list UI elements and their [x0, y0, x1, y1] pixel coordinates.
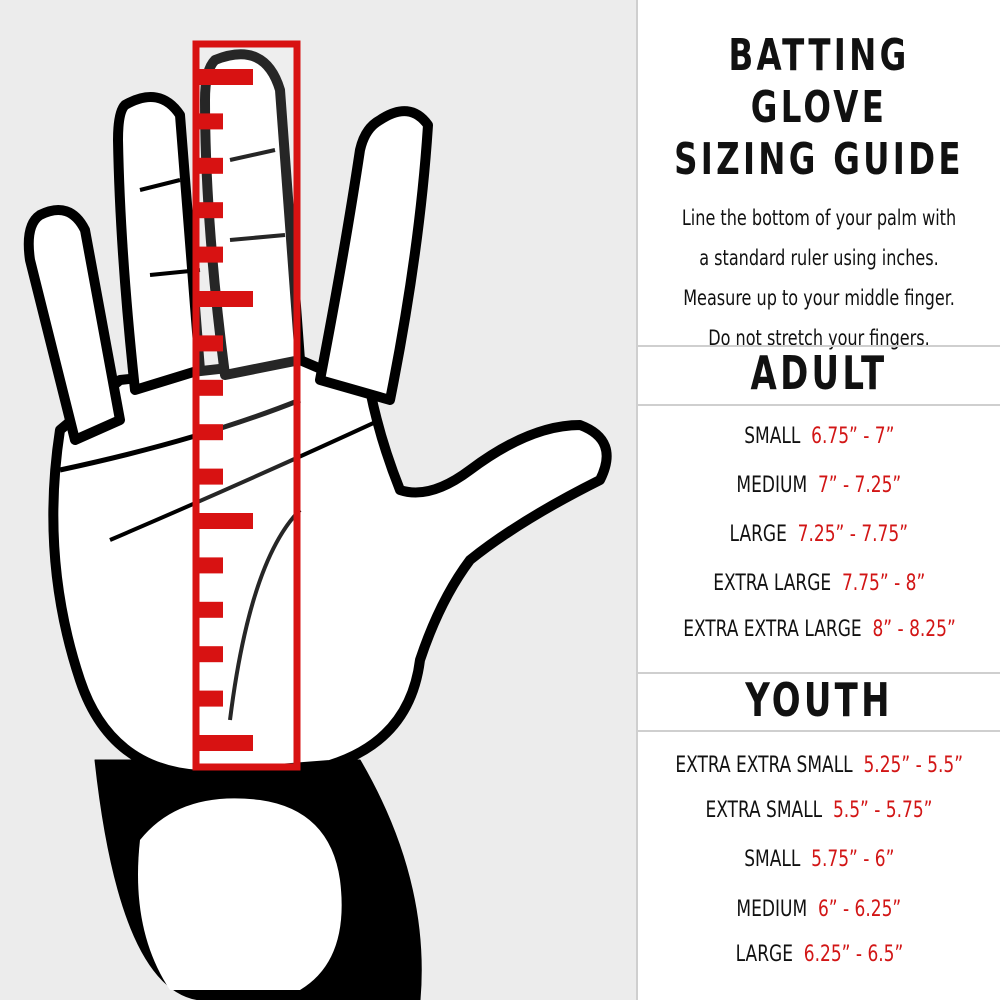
- divider: [638, 730, 1000, 732]
- divider: [638, 404, 1000, 406]
- adult-size-row: EXTRA EXTRA LARGE 8” - 8.25”: [638, 617, 1000, 642]
- size-label: LARGE: [729, 522, 788, 547]
- hand-with-ruler-illustration: [23, 40, 612, 1000]
- size-range: 7” - 7.25”: [818, 473, 902, 498]
- guide-title: BATTING GLOVE SIZING GUIDE: [671, 30, 968, 186]
- size-range: 7.75” - 8”: [841, 571, 926, 596]
- ruler-minor-tick: [199, 335, 223, 352]
- size-range: 7.25” - 7.75”: [797, 522, 909, 547]
- size-label: EXTRA EXTRA SMALL: [675, 753, 853, 778]
- ruler-minor-tick: [199, 646, 223, 663]
- ruler-minor-tick: [199, 690, 223, 707]
- ruler-minor-tick: [199, 424, 223, 441]
- sizing-guide-panel: BATTING GLOVE SIZING GUIDE Line the bott…: [636, 0, 1000, 1000]
- ruler-minor-tick: [199, 246, 223, 263]
- size-range: 5.25” - 5.5”: [863, 753, 963, 778]
- ruler-minor-tick: [199, 202, 223, 219]
- ruler-major-tick: [199, 69, 253, 85]
- instructions: Line the bottom of your palm with a stan…: [665, 198, 973, 358]
- youth-size-row: EXTRA SMALL 5.5” - 5.75”: [638, 798, 1000, 823]
- size-range: 8” - 8.25”: [871, 617, 956, 642]
- size-range: 6.25” - 6.5”: [803, 942, 903, 967]
- adult-size-row: MEDIUM 7” - 7.25”: [638, 473, 1000, 498]
- ruler-minor-tick: [199, 157, 223, 174]
- ruler-minor-tick: [199, 379, 223, 396]
- size-label: SMALL: [743, 847, 800, 872]
- adult-size-row: LARGE 7.25” - 7.75”: [638, 522, 1000, 547]
- size-label: SMALL: [743, 424, 800, 449]
- adult-heading: ADULT: [750, 346, 888, 400]
- divider: [638, 672, 1000, 674]
- ruler-major-tick: [199, 735, 253, 751]
- youth-size-row: SMALL 5.75” - 6”: [638, 847, 1000, 872]
- ruler-minor-tick: [199, 113, 223, 130]
- instruction-line: Measure up to your middle finger.: [683, 286, 955, 310]
- ruler-minor-tick: [199, 557, 223, 574]
- instruction-line: Line the bottom of your palm with: [681, 206, 957, 230]
- size-range: 6” - 6.25”: [818, 897, 902, 922]
- divider: [638, 345, 1000, 347]
- size-label: LARGE: [735, 942, 793, 967]
- youth-size-row: MEDIUM 6” - 6.25”: [638, 897, 1000, 922]
- size-label: MEDIUM: [736, 897, 808, 922]
- size-label: MEDIUM: [736, 473, 808, 498]
- ruler-minor-tick: [199, 468, 223, 485]
- palm: [48, 355, 612, 780]
- size-range: 5.75” - 6”: [810, 847, 895, 872]
- youth-size-row: LARGE 6.25” - 6.5”: [638, 942, 1000, 967]
- youth-heading: YOUTH: [745, 673, 893, 727]
- pinky-finger: [23, 205, 125, 445]
- size-label: EXTRA SMALL: [705, 798, 823, 823]
- size-range: 6.75” - 7”: [810, 424, 895, 449]
- adult-size-row: EXTRA LARGE 7.75” - 8”: [638, 571, 1000, 596]
- size-range: 5.5” - 5.75”: [832, 798, 933, 823]
- instruction-line: a standard ruler using inches.: [699, 246, 939, 270]
- ring-finger: [113, 92, 205, 395]
- youth-size-row: EXTRA EXTRA SMALL 5.25” - 5.5”: [638, 753, 1000, 778]
- size-label: EXTRA EXTRA LARGE: [682, 617, 862, 642]
- ruler: [192, 40, 301, 771]
- ruler-major-tick: [199, 513, 253, 529]
- title-line-1: BATTING GLOVE: [728, 30, 910, 133]
- ruler-minor-tick: [199, 601, 223, 618]
- index-finger: [315, 106, 433, 405]
- hand-icon: [23, 49, 612, 1000]
- ruler-major-tick: [199, 291, 253, 307]
- title-line-2: SIZING GUIDE: [674, 134, 964, 185]
- adult-size-row: SMALL 6.75” - 7”: [638, 424, 1000, 449]
- size-label: EXTRA LARGE: [712, 571, 831, 596]
